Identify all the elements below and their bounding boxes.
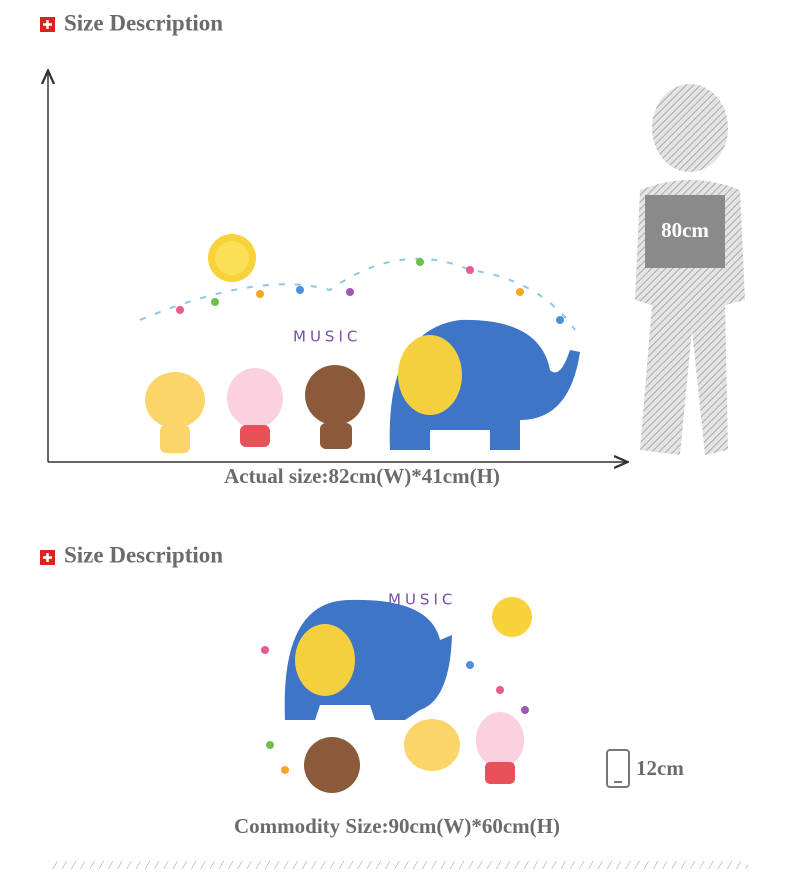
height-label: 80cm [661, 218, 709, 242]
art-text: MUSIC [388, 591, 456, 609]
section-icon [40, 17, 55, 32]
art-text: MUSIC [293, 328, 361, 346]
divider [48, 861, 748, 869]
phone-label: 12cm [636, 756, 684, 780]
sticker-sheet: MUSIC [255, 585, 540, 800]
size-caption: Actual size:82cm(W)*41cm(H) [224, 464, 500, 488]
phone-icon [606, 749, 630, 788]
section-title: Size Description [64, 542, 223, 567]
section-title: Size Description [64, 10, 223, 35]
illustration: MUSIC [139, 234, 580, 453]
section-icon [40, 550, 55, 565]
size-caption: Commodity Size:90cm(W)*60cm(H) [234, 814, 560, 838]
child-silhouette: 80cm [635, 84, 745, 455]
